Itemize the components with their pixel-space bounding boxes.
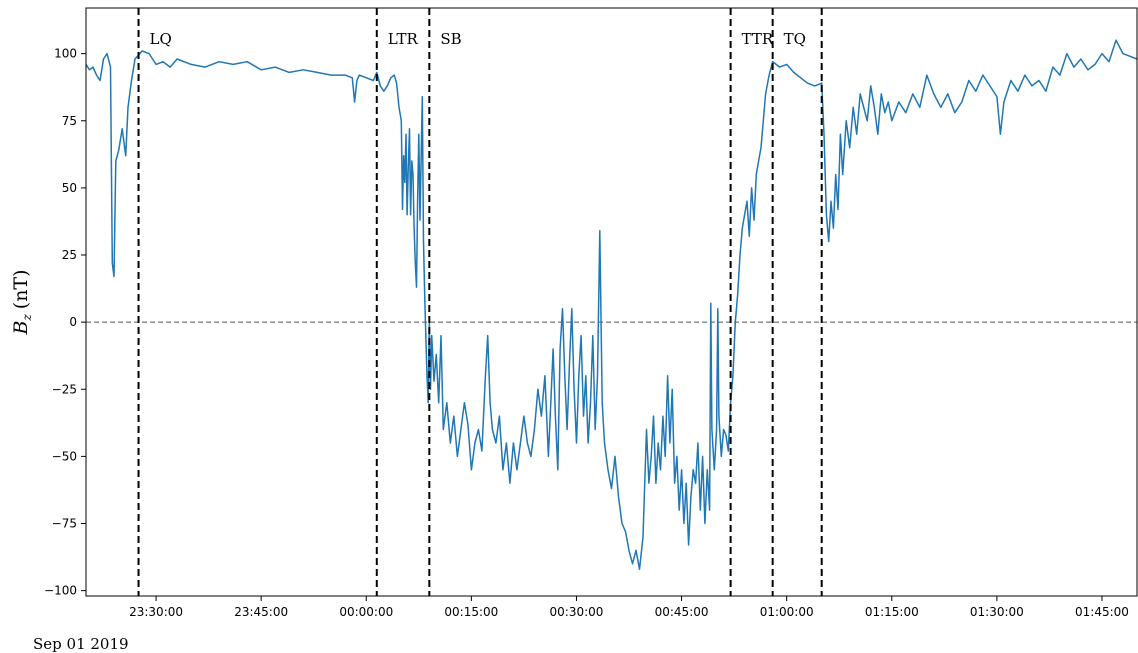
plot-frame [85,7,1138,597]
y-axis-symbol: B [10,321,32,336]
date-label: Sep 01 2019 [33,635,129,653]
y-axis-unit: (nT) [10,269,32,309]
y-tick-label: −25 [52,382,77,396]
y-tick-label: 75 [62,114,77,128]
y-tick-label: −75 [52,517,77,531]
x-tick-label: 01:00:00 [760,605,814,619]
y-tick-label: 100 [54,47,77,61]
x-tick-label: 01:45:00 [1075,605,1129,619]
y-axis-title: Bz (nT) [10,269,34,335]
x-tick-label: 01:30:00 [970,605,1024,619]
series-line-bz [85,39,1138,570]
x-tick-label: 00:45:00 [655,605,709,619]
series-layer [85,39,1138,570]
boundary-lines: LQ LTR SB TTR TQ [137,8,823,596]
x-tick-label: 01:15:00 [865,605,919,619]
x-axis: 23:30:00 23:45:00 00:00:00 00:15:00 00:30:00… [129,596,1129,619]
y-axis: 100 75 50 25 0 −25 −50 −75 −100 [44,47,86,598]
plot-background [86,8,1137,596]
y-tick-label: 25 [62,248,77,262]
x-tick-label: 23:30:00 [129,605,183,619]
y-tick-label: −50 [52,449,77,463]
boundary-label: TQ [784,30,806,48]
x-tick-label: 00:30:00 [550,605,604,619]
x-tick-label: 00:00:00 [339,605,393,619]
x-tick-label: 23:45:00 [234,605,288,619]
boundary-label: TTR [742,30,774,48]
y-tick-label: −100 [44,584,77,598]
boundary-label: SB [440,30,461,48]
boundary-label: LTR [388,30,419,48]
x-tick-label: 00:15:00 [444,605,498,619]
boundary-label: LQ [150,30,172,48]
y-axis-subscript: z [20,314,34,322]
y-tick-label: 50 [62,181,77,195]
y-tick-label: 0 [69,315,77,329]
